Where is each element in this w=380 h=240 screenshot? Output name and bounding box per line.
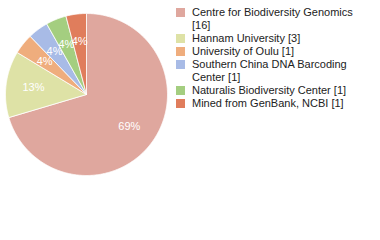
html-text:Naturalis Biodiversity Center: Naturalis Biodiversity Center [1] — [192, 84, 347, 96]
html-text:Mined from GenBank, NCBI [1]: Mined from GenBank, NCBI [1] — [192, 97, 344, 109]
svg-text:4%: 4% — [72, 35, 88, 47]
html-text:University of Oulu [1]: University of Oulu [1] — [192, 45, 295, 57]
svg-text:69%: 69% — [118, 120, 140, 132]
html-text:Hannam University [3]: Hannam University [3] — [192, 32, 301, 44]
svg-text:4%: 4% — [36, 54, 53, 67]
svg-text:4%: 4% — [58, 38, 75, 51]
svg-text:4%: 4% — [46, 45, 63, 58]
svg-text:13%: 13% — [22, 81, 44, 93]
html-text:Centre for Biodiversity Genomi: Centre for Biodiversity Genomics [16] — [192, 6, 353, 31]
html-text:Southern China DNA Barcoding C: Southern China DNA Barcoding Center [1] — [192, 58, 347, 83]
